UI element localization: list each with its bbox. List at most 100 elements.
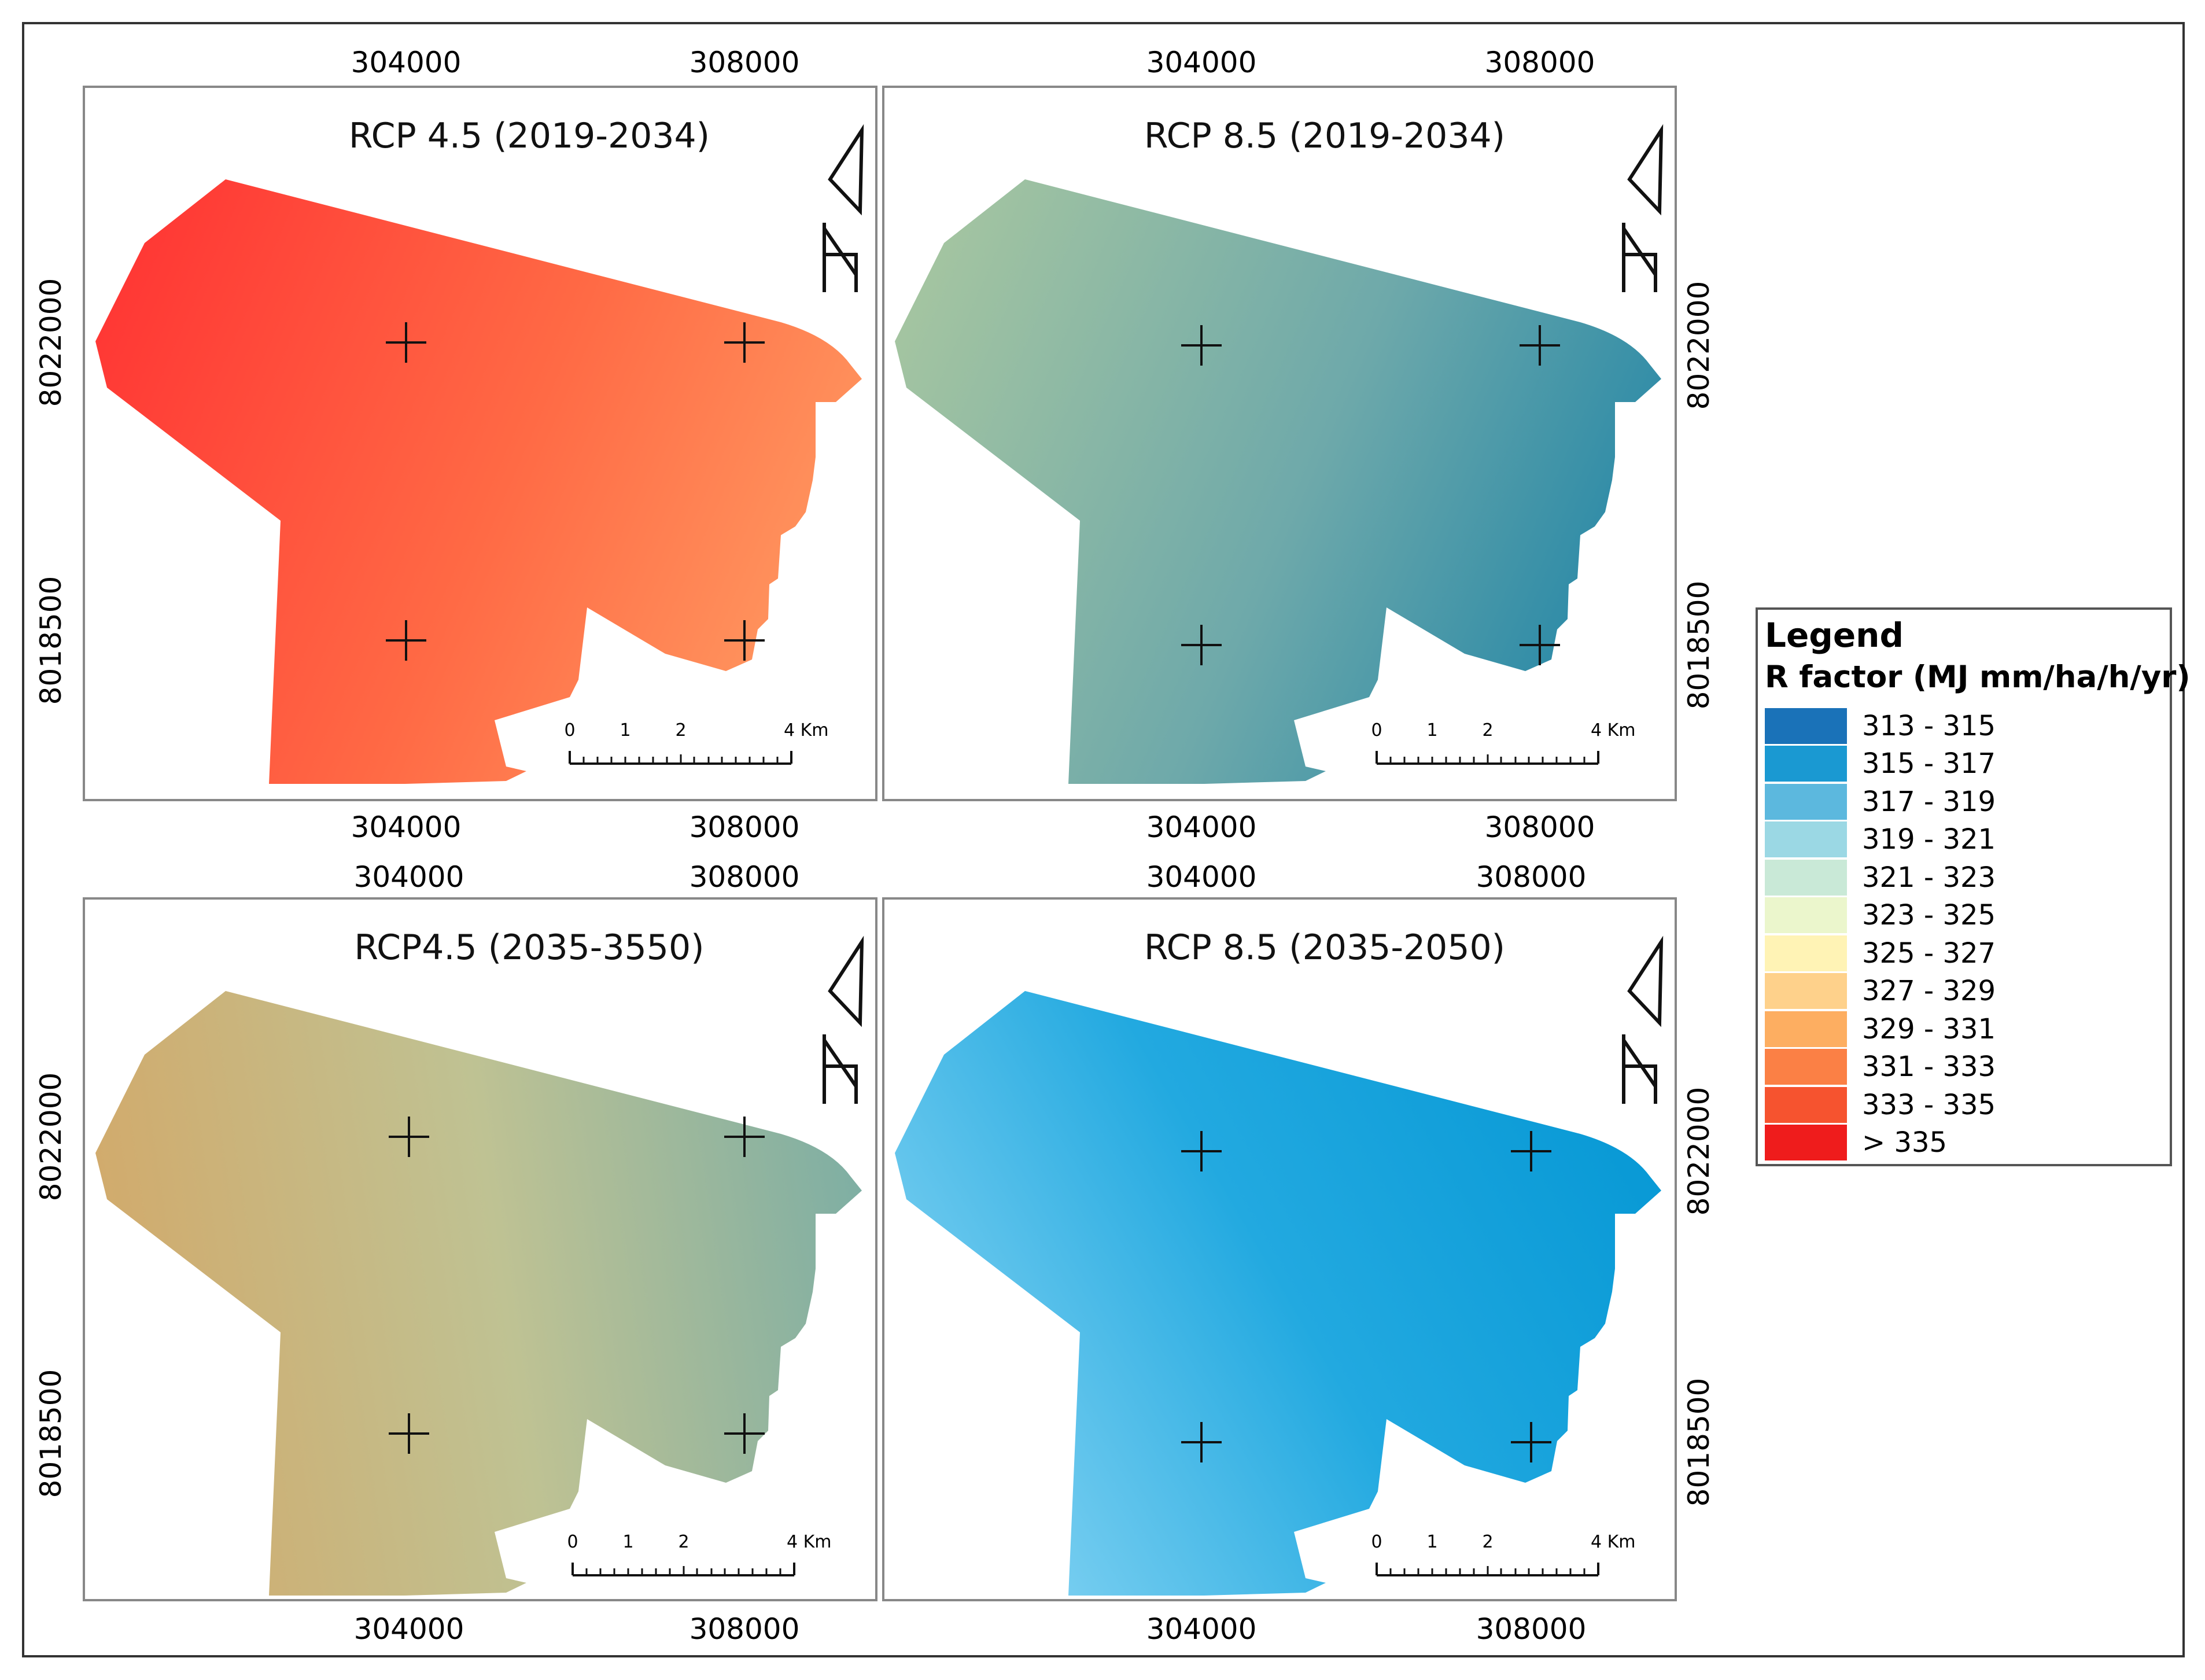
y-coord-right-1: 8022000 bbox=[1682, 281, 1716, 410]
panel-title: RCP 4.5 (2019-2034) bbox=[349, 116, 710, 156]
legend-swatch bbox=[1765, 1086, 1847, 1123]
scale-bar: 0 1 2 4 Km bbox=[567, 1532, 832, 1576]
legend-row: 317 - 319 bbox=[1765, 783, 1996, 821]
scale-tick-2: 2 bbox=[1482, 1532, 1493, 1552]
legend-title: Legend bbox=[1765, 616, 1904, 655]
scale-tick-4km: 4 Km bbox=[1591, 720, 1636, 740]
scale-tick-0: 0 bbox=[564, 720, 575, 740]
x-coord-bottom-1: 304000 bbox=[354, 1612, 464, 1646]
legend-row: 331 - 333 bbox=[1765, 1048, 1996, 1086]
scale-bar: 0 1 2 4 Km bbox=[1371, 720, 1636, 765]
outer-frame bbox=[22, 22, 2185, 1657]
legend-row: 329 - 331 bbox=[1765, 1010, 1996, 1048]
grid-crosses bbox=[1181, 325, 1560, 665]
legend-row: 315 - 317 bbox=[1765, 745, 1996, 783]
scale-tick-2: 2 bbox=[1482, 720, 1493, 740]
legend-subtitle: R factor (MJ mm/ha/h/yr) bbox=[1765, 660, 2191, 695]
panel-title: RCP 8.5 (2035-2050) bbox=[1144, 927, 1505, 968]
scale-tick-0: 0 bbox=[1371, 720, 1382, 740]
scale-tick-0: 0 bbox=[567, 1532, 578, 1552]
legend-label: 315 - 317 bbox=[1862, 747, 1996, 780]
legend-swatch bbox=[1765, 821, 1847, 858]
legend-swatch bbox=[1765, 1049, 1847, 1085]
scale-bar: 0 1 2 4 Km bbox=[564, 720, 829, 765]
legend-row: 321 - 323 bbox=[1765, 859, 1996, 897]
scale-bar: 0 1 2 4 Km bbox=[1371, 1532, 1636, 1576]
grid-crosses bbox=[1181, 1131, 1551, 1462]
legend-swatch bbox=[1765, 708, 1847, 744]
legend-label: 321 - 323 bbox=[1862, 861, 1996, 894]
x-coord-bottom-2: 308000 bbox=[1476, 1612, 1587, 1646]
scale-tick-4km: 4 Km bbox=[784, 720, 829, 740]
y-coord-left-1: 8022000 bbox=[34, 278, 68, 407]
x-coord-top-1: 304000 bbox=[1146, 860, 1257, 894]
legend-swatch bbox=[1765, 973, 1847, 1010]
legend-swatch bbox=[1765, 746, 1847, 782]
legend-classes: 313 - 315 315 - 317 317 - 319 319 - 321 … bbox=[1765, 707, 1996, 1162]
north-arrow-icon bbox=[823, 124, 864, 292]
x-coord-bottom-2: 308000 bbox=[689, 1612, 800, 1646]
legend: Legend R factor (MJ mm/ha/h/yr) 313 - 31… bbox=[1756, 607, 2191, 1166]
legend-label: 313 - 315 bbox=[1862, 709, 1996, 742]
x-coord-top-2: 308000 bbox=[1485, 46, 1595, 79]
grid-crosses bbox=[386, 322, 765, 661]
grid-crosses bbox=[389, 1117, 765, 1454]
legend-swatch bbox=[1765, 859, 1847, 896]
panel-title: RCP 8.5 (2019-2034) bbox=[1144, 116, 1505, 156]
north-arrow-icon bbox=[1622, 124, 1664, 292]
legend-row: 313 - 315 bbox=[1765, 707, 1996, 745]
x-coord-bottom-1: 304000 bbox=[1146, 1612, 1257, 1646]
scale-tick-1: 1 bbox=[622, 1532, 633, 1552]
y-coord-right-2: 8018500 bbox=[1682, 1378, 1716, 1507]
legend-row: 325 - 327 bbox=[1765, 934, 1996, 972]
legend-swatch bbox=[1765, 783, 1847, 820]
scale-tick-2: 2 bbox=[678, 1532, 689, 1552]
legend-label: 325 - 327 bbox=[1862, 937, 1996, 970]
legend-swatch bbox=[1765, 935, 1847, 971]
north-arrow-icon bbox=[823, 935, 864, 1104]
legend-label: 333 - 335 bbox=[1862, 1088, 1996, 1121]
x-coord-top-1: 304000 bbox=[1146, 46, 1257, 79]
legend-label: 327 - 329 bbox=[1862, 975, 1996, 1008]
scale-tick-2: 2 bbox=[675, 720, 686, 740]
legend-label: 317 - 319 bbox=[1862, 785, 1996, 818]
x-coord-top-2: 308000 bbox=[689, 860, 800, 894]
y-coord-left-2: 8018500 bbox=[34, 576, 68, 705]
legend-row: 319 - 321 bbox=[1765, 821, 1996, 859]
legend-label: 331 - 333 bbox=[1862, 1051, 1996, 1084]
legend-row: 323 - 325 bbox=[1765, 897, 1996, 935]
x-coord-top-1: 304000 bbox=[351, 46, 462, 79]
y-coord-left-2: 8018500 bbox=[34, 1369, 68, 1498]
x-coord-top-2: 308000 bbox=[1476, 860, 1587, 894]
x-coord-bottom-1: 304000 bbox=[1146, 810, 1257, 844]
legend-swatch bbox=[1765, 1011, 1847, 1047]
map-panel-rcp85-2019-2034: RCP 8.5 (2019-2034) 0 1 2 4 Km 304000 30… bbox=[882, 46, 1716, 844]
x-coord-bottom-2: 308000 bbox=[689, 810, 800, 844]
legend-label: 323 - 325 bbox=[1862, 899, 1996, 932]
legend-swatch bbox=[1765, 1125, 1847, 1161]
scale-tick-4km: 4 Km bbox=[787, 1532, 832, 1552]
legend-row: 333 - 335 bbox=[1765, 1086, 1996, 1124]
legend-label: > 335 bbox=[1862, 1126, 1948, 1159]
panel-title: RCP4.5 (2035-3550) bbox=[354, 927, 704, 968]
map-panel-rcp45-2019-2034: RCP 4.5 (2019-2034) 0 1 2 4 Km 304000 30… bbox=[34, 46, 877, 844]
scale-tick-1: 1 bbox=[1426, 720, 1437, 740]
legend-swatch bbox=[1765, 897, 1847, 934]
north-arrow-icon bbox=[1622, 935, 1664, 1104]
map-panel-rcp45-2035-3550: RCP4.5 (2035-3550) 0 1 2 4 Km 304000 308… bbox=[34, 860, 877, 1646]
map-panel-rcp85-2035-2050: RCP 8.5 (2035-2050) 0 1 2 4 Km 304000 30… bbox=[882, 860, 1716, 1646]
scale-tick-1: 1 bbox=[1426, 1532, 1437, 1552]
x-coord-top-2: 308000 bbox=[689, 46, 800, 79]
x-coord-bottom-1: 304000 bbox=[351, 810, 462, 844]
scale-tick-1: 1 bbox=[620, 720, 630, 740]
x-coord-bottom-2: 308000 bbox=[1485, 810, 1595, 844]
y-coord-right-2: 8018500 bbox=[1682, 581, 1716, 710]
legend-label: 319 - 321 bbox=[1862, 823, 1996, 856]
y-coord-right-1: 8022000 bbox=[1682, 1087, 1716, 1216]
legend-row: > 335 bbox=[1765, 1124, 1996, 1162]
legend-label: 329 - 331 bbox=[1862, 1012, 1996, 1045]
legend-row: 327 - 329 bbox=[1765, 972, 1996, 1011]
x-coord-top-1: 304000 bbox=[354, 860, 464, 894]
scale-tick-4km: 4 Km bbox=[1591, 1532, 1636, 1552]
